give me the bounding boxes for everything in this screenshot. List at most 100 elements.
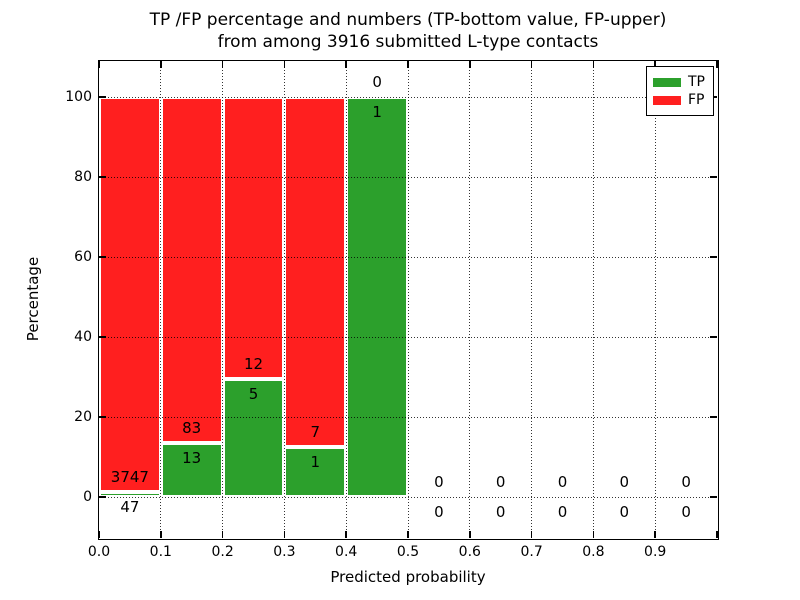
fp-count-annotation: 0 [372,73,382,91]
gridline-vertical [592,61,594,538]
legend-entry-fp: FP [653,92,707,108]
bar-tp-segment [222,379,285,497]
y-tick-mark [710,496,717,498]
x-tick-mark [469,531,471,538]
tp-count-annotation: 1 [372,103,382,121]
chart-title: TP /FP percentage and numbers (TP-bottom… [99,9,717,53]
gridline-horizontal [99,416,717,418]
gridline-vertical [654,61,656,538]
chart-title-line2: from among 3916 submitted L-type contact… [217,32,599,52]
bar-tp-segment [284,447,347,497]
y-tick-label: 40 [74,329,92,345]
y-tick-mark [99,336,106,338]
x-tick-mark [98,531,100,538]
y-tick-mark [710,416,717,418]
fp-count-annotation: 0 [619,473,630,491]
x-tick-label: 0.9 [644,544,667,560]
gridline-vertical [283,61,285,538]
x-tick-mark [716,531,718,538]
x-tick-mark [469,61,471,68]
y-tick-label: 0 [83,489,92,505]
bar-fp-segment [160,97,223,443]
legend: TP FP [646,66,714,116]
x-tick-mark [592,61,595,68]
x-tick-mark [221,61,224,68]
fp-count-annotation: 0 [681,473,691,491]
fp-count-annotation: 7 [310,423,321,441]
x-tick-mark [716,61,718,68]
x-tick-label: 0.1 [149,544,172,560]
x-tick-mark [98,61,100,68]
x-tick-mark [160,531,162,538]
x-tick-mark [283,531,286,538]
y-tick-label: 20 [74,409,92,425]
y-tick-mark [710,336,717,338]
x-tick-mark [283,61,286,68]
y-tick-mark [99,496,106,498]
y-tick-mark [99,96,106,98]
legend-label: FP [688,92,705,108]
bar-tp-segment [160,442,223,497]
tp-count-annotation: 0 [681,503,691,521]
gridline-vertical [222,61,224,538]
fp-count-annotation: 0 [434,473,444,491]
bar-tp-segment [346,97,408,497]
x-tick-mark [407,61,409,68]
gridline-vertical [160,61,162,538]
x-tick-mark [221,531,224,538]
gridline-horizontal [99,176,717,178]
x-tick-mark [654,61,656,68]
x-tick-label: 0.6 [458,544,481,560]
legend-label: TP [688,74,705,90]
x-tick-label: 0.5 [396,544,420,560]
x-axis-label: Predicted probability [330,568,486,586]
tp-count-annotation: 0 [619,503,630,521]
x-tick-mark [654,531,656,538]
fp-count-annotation: 3747 [110,468,149,487]
tp-count-annotation: 0 [557,503,568,521]
bar-fp-segment [222,97,285,380]
gridline-vertical [345,61,347,538]
x-tick-label: 0.4 [335,544,358,560]
gridline-horizontal [99,256,717,258]
gridline-vertical [531,61,533,538]
fp-count-annotation: 0 [557,473,568,491]
tp-color-swatch-icon [653,77,681,87]
gridline-horizontal [99,336,717,338]
x-tick-mark [345,61,347,68]
fp-count-annotation: 12 [243,355,264,374]
x-tick-label: 0.0 [87,544,111,560]
x-tick-label: 0.8 [582,544,605,560]
tp-count-annotation: 47 [120,498,140,517]
y-tick-label: 60 [74,249,92,265]
tp-count-annotation: 0 [434,503,444,521]
fp-color-swatch-icon [653,95,681,105]
x-tick-mark [407,531,409,538]
y-tick-label: 80 [74,169,92,185]
y-axis-label: Percentage [24,256,42,342]
tp-count-annotation: 13 [182,448,202,467]
fp-count-annotation: 83 [182,418,202,437]
legend-entry-tp: TP [653,74,707,90]
bar-fp-segment [99,97,161,493]
tp-count-annotation: 5 [248,385,259,404]
x-tick-mark [592,531,595,538]
x-tick-mark [160,61,162,68]
tp-count-annotation: 0 [495,503,506,521]
fp-count-annotation: 0 [495,473,506,491]
y-tick-mark [99,176,106,178]
tp-count-annotation: 1 [310,453,321,471]
gridline-horizontal [99,96,717,98]
x-tick-label: 0.7 [520,544,543,560]
x-tick-label: 0.2 [211,544,234,560]
gridline-horizontal [99,496,717,498]
chart-title-line1: TP /FP percentage and numbers (TP-bottom… [149,10,667,30]
y-tick-mark [99,256,106,258]
x-tick-mark [345,531,347,538]
y-tick-mark [710,256,717,258]
bar-tp-segment [99,492,161,497]
gridline-vertical [469,61,471,538]
y-tick-mark [99,416,106,418]
gridline-vertical [407,61,409,538]
